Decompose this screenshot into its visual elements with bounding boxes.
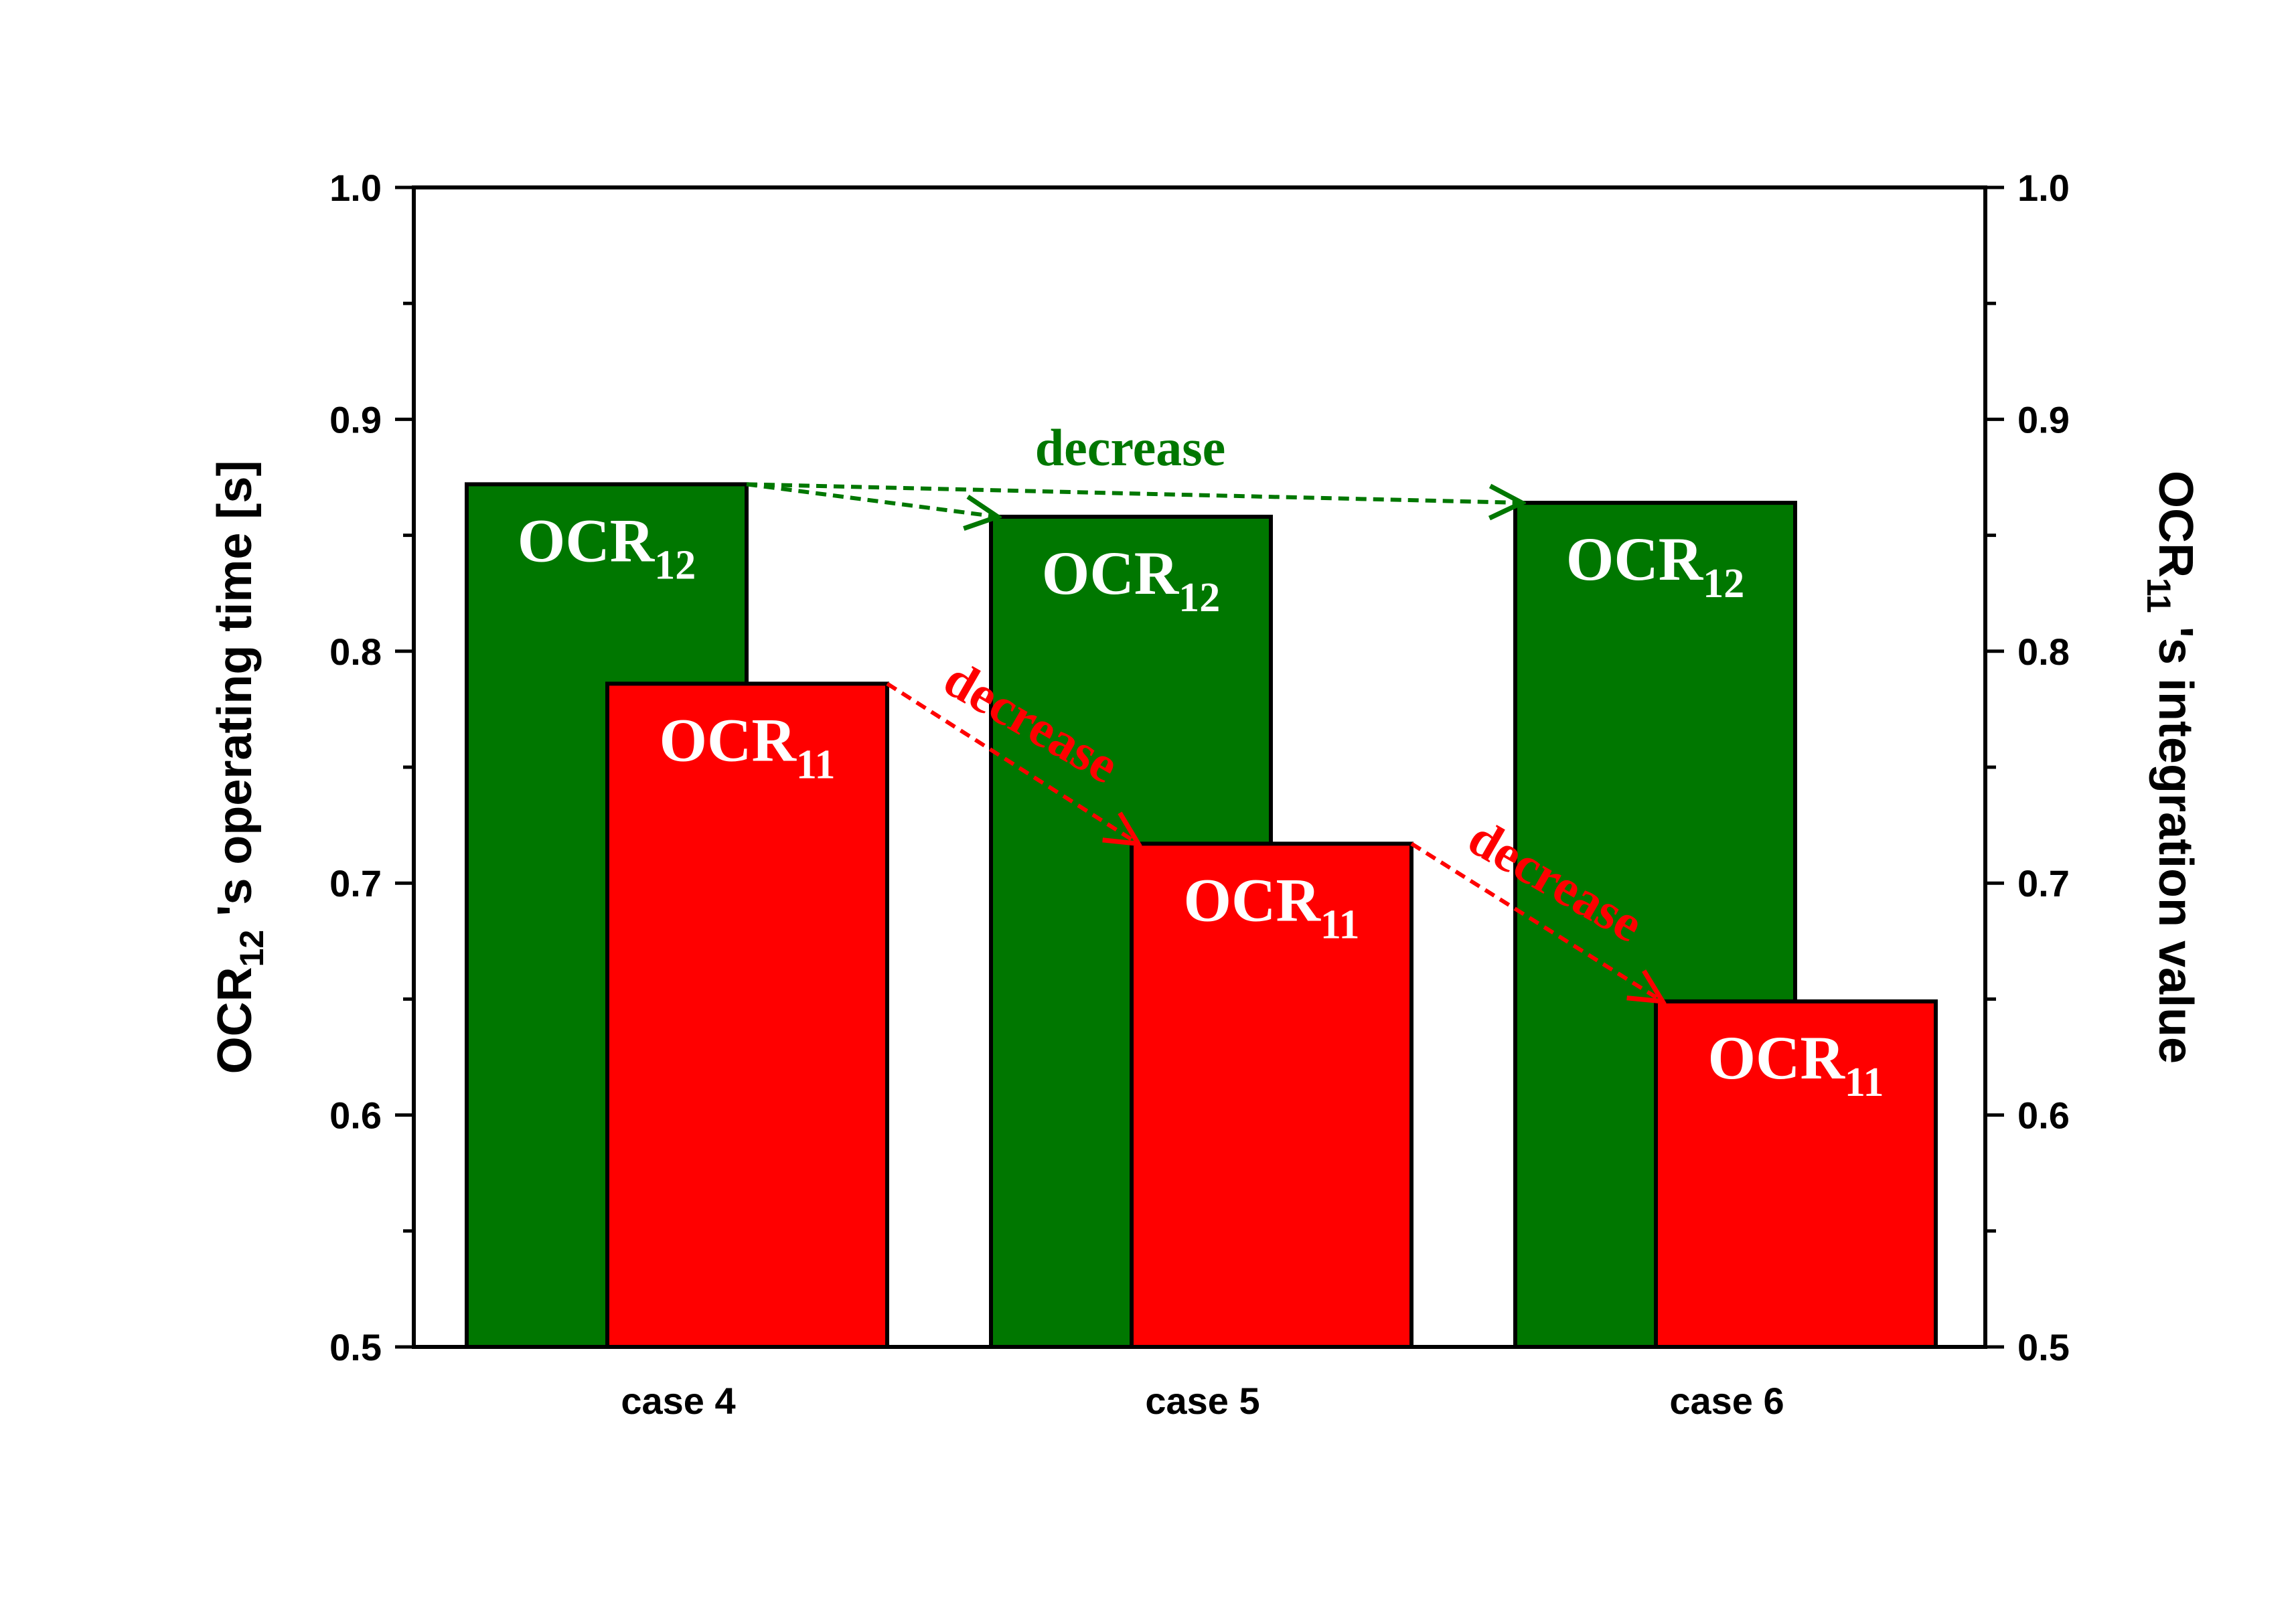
y2-axis-title: OCR11 's integration value bbox=[2140, 471, 2202, 1064]
bar-labels: OCR12 OCR12 OCR12 OCR11 OCR11 OCR11 bbox=[518, 506, 1884, 1105]
bar-label-ocr11-case-4: OCR11 bbox=[659, 706, 835, 787]
y-tick-label: 0.6 bbox=[329, 1095, 382, 1137]
bar-ocr11-case-4 bbox=[605, 681, 889, 1349]
decrease-arrow-green-1 bbox=[746, 482, 998, 516]
bar-label-ocr11-case-5: OCR11 bbox=[1183, 866, 1359, 947]
axis-ticks: 0.5 0.6 0.7 0.8 0.9 1.0 0.5 0.6 0.7 0.8 0.9 1.0 case… bbox=[329, 167, 2070, 1422]
y-tick-label: 0.9 bbox=[329, 398, 382, 440]
decrease-arrow-red-1 bbox=[886, 681, 1138, 843]
bars-layer bbox=[465, 482, 1938, 1350]
x-tick-label: case 4 bbox=[621, 1380, 735, 1422]
y2-tick-label: 0.5 bbox=[2017, 1326, 2070, 1368]
y2-tick-label: 0.8 bbox=[2017, 631, 2070, 673]
y-tick-label: 1.0 bbox=[329, 167, 382, 209]
decrease-arrow-red-2 bbox=[1410, 841, 1663, 1001]
bar-label-ocr12-case-5: OCR12 bbox=[1042, 539, 1220, 621]
y-tick-label: 0.5 bbox=[329, 1326, 382, 1368]
axis-titles: OCR12 's operating time [s] OCR11 's inte… bbox=[208, 461, 2202, 1074]
bar-label-ocr11-case-6: OCR11 bbox=[1707, 1024, 1884, 1105]
y2-tick-label: 1.0 bbox=[2017, 167, 2070, 209]
y-axis-title: OCR12 's operating time [s] bbox=[208, 461, 271, 1074]
y-tick-label: 0.8 bbox=[329, 631, 382, 673]
y2-tick-label: 0.6 bbox=[2017, 1095, 2070, 1137]
decrease-arrow-green-2 bbox=[746, 482, 1522, 503]
decrease-label-green: decrease bbox=[1035, 418, 1225, 477]
y-tick-label: 0.7 bbox=[329, 862, 382, 904]
x-tick-label: case 6 bbox=[1669, 1380, 1784, 1422]
bar-ocr11-case-6 bbox=[1654, 999, 1938, 1349]
bar-label-ocr12-case-4: OCR12 bbox=[518, 506, 696, 588]
x-tick-label: case 5 bbox=[1145, 1380, 1259, 1422]
bar-ocr11-case-5 bbox=[1130, 841, 1413, 1349]
y2-tick-label: 0.7 bbox=[2017, 862, 2070, 904]
y2-tick-label: 0.9 bbox=[2017, 398, 2070, 440]
bar-label-ocr12-case-6: OCR12 bbox=[1566, 525, 1744, 607]
